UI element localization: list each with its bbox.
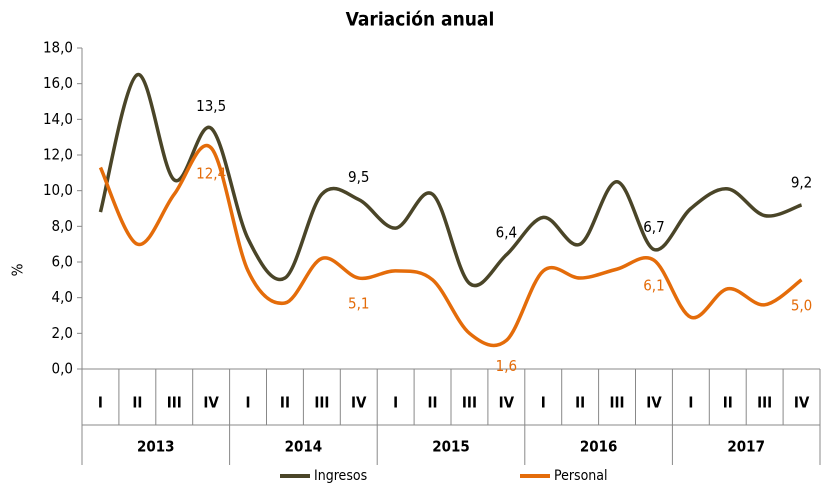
x-tick-label: III: [314, 394, 329, 412]
data-label: 6,1: [643, 277, 664, 295]
data-label: 1,6: [496, 357, 517, 375]
legend-label: Personal: [554, 468, 608, 484]
x-tick-label: I: [688, 394, 693, 412]
y-tick-label: 6,0: [52, 253, 73, 271]
y-tick-label: 10,0: [43, 181, 73, 199]
x-group-label: 2017: [727, 438, 765, 456]
y-tick-label: 8,0: [52, 217, 73, 235]
x-tick-label: IV: [794, 394, 810, 412]
data-label: 5,1: [348, 295, 369, 313]
x-tick-label: III: [462, 394, 477, 412]
x-tick-label: IV: [203, 394, 219, 412]
x-group-label: 2014: [285, 438, 323, 456]
y-tick-label: 16,0: [43, 74, 73, 92]
x-tick-label: I: [541, 394, 546, 412]
x-tick-label: I: [98, 394, 103, 412]
y-tick-label: 12,0: [43, 146, 73, 164]
data-label: 5,0: [791, 296, 812, 314]
y-tick-label: 0,0: [52, 360, 73, 378]
series-line: [98, 143, 803, 348]
x-tick-label: II: [575, 394, 585, 412]
data-label: 13,5: [196, 97, 226, 115]
data-label: 9,2: [791, 173, 812, 191]
data-label: 6,4: [496, 223, 517, 241]
x-tick-label: IV: [351, 394, 367, 412]
x-tick-label: II: [132, 394, 142, 412]
x-tick-label: IV: [499, 394, 515, 412]
x-group-label: 2013: [137, 438, 175, 456]
x-tick-label: I: [393, 394, 398, 412]
y-tick-label: 14,0: [43, 110, 73, 128]
y-tick-label: 18,0: [43, 39, 73, 57]
x-tick-label: II: [428, 394, 438, 412]
x-tick-label: IV: [646, 394, 662, 412]
x-tick-label: III: [757, 394, 772, 412]
series-line: [98, 72, 803, 288]
x-tick-label: I: [246, 394, 251, 412]
x-tick-label: II: [280, 394, 290, 412]
y-tick-label: 2,0: [52, 324, 73, 342]
data-label: 6,7: [643, 218, 664, 236]
x-group-label: 2016: [580, 438, 618, 456]
x-tick-label: II: [723, 394, 733, 412]
y-axis-label: %: [9, 263, 27, 276]
chart-title: Variación anual: [346, 9, 495, 31]
x-tick-label: III: [610, 394, 625, 412]
y-tick-label: 4,0: [52, 288, 73, 306]
data-label: 12,4: [196, 164, 226, 182]
data-label: 9,5: [348, 168, 369, 186]
legend-label: Ingresos: [314, 468, 367, 484]
x-tick-label: III: [167, 394, 182, 412]
x-group-label: 2015: [432, 438, 470, 456]
